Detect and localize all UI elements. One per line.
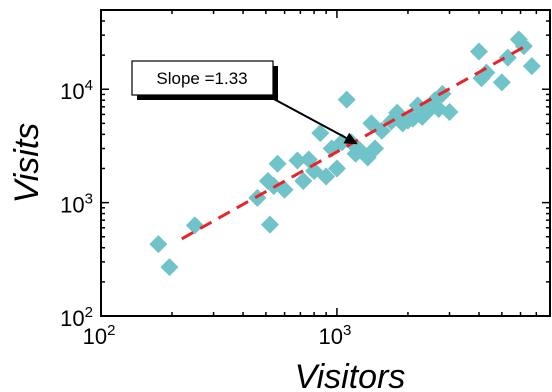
data-point: [317, 167, 336, 186]
data-point: [260, 215, 279, 234]
data-point: [149, 235, 168, 254]
y-tick-label: 104: [60, 77, 93, 104]
data-point: [469, 42, 488, 61]
y-tick-label: 102: [60, 304, 93, 331]
data-point: [366, 139, 385, 158]
data-point: [337, 90, 356, 109]
data-point: [160, 258, 179, 277]
data-point: [372, 121, 391, 140]
axis-ticks-layer: [100, 9, 551, 317]
arrow-head: [343, 132, 358, 145]
data-point: [522, 57, 541, 76]
data-point: [477, 63, 496, 82]
arrow-shaft: [271, 97, 347, 139]
data-point: [268, 154, 287, 173]
y-axis-title: Visits: [8, 123, 46, 204]
annotation-arrow: [271, 97, 358, 145]
data-point: [185, 216, 204, 235]
x-tick-label: 102: [83, 322, 116, 349]
annotation-box: [131, 60, 274, 96]
slope-annotation: Slope =1.33: [131, 60, 358, 145]
data-point: [492, 73, 511, 92]
y-tick-label: 103: [60, 191, 93, 218]
data-point: [440, 102, 459, 121]
tick-labels-layer: 102 103 102 103 104: [60, 77, 351, 349]
x-axis-title: Visitors: [295, 358, 406, 392]
x-tick-label: 103: [319, 322, 352, 349]
data-point: [311, 124, 330, 143]
data-point: [294, 172, 313, 191]
annotation-text: Slope =1.33: [156, 69, 247, 88]
data-point: [288, 151, 307, 170]
data-point: [327, 159, 346, 178]
